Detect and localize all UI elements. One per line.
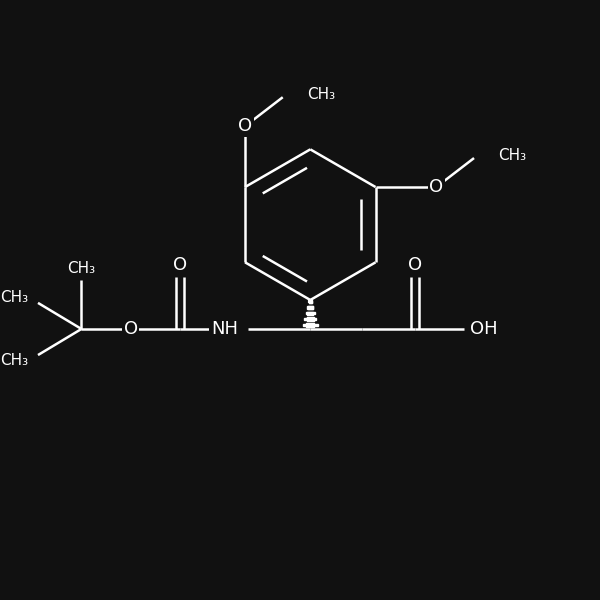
Text: CH₃: CH₃ <box>307 87 335 102</box>
Text: CH₃: CH₃ <box>67 260 95 275</box>
Text: CH₃: CH₃ <box>499 148 526 163</box>
Bar <box>304 318 316 320</box>
Text: O: O <box>407 256 422 274</box>
Text: O: O <box>124 320 138 338</box>
Text: CH₃: CH₃ <box>0 353 28 368</box>
Text: NH: NH <box>211 320 238 338</box>
Text: OH: OH <box>470 320 497 338</box>
Text: CH₃: CH₃ <box>0 290 28 305</box>
Bar <box>307 307 313 308</box>
Text: O: O <box>238 117 252 135</box>
Text: O: O <box>173 256 187 274</box>
Bar <box>308 301 312 303</box>
Text: O: O <box>430 178 443 196</box>
Bar <box>303 324 318 326</box>
Bar <box>305 312 315 314</box>
